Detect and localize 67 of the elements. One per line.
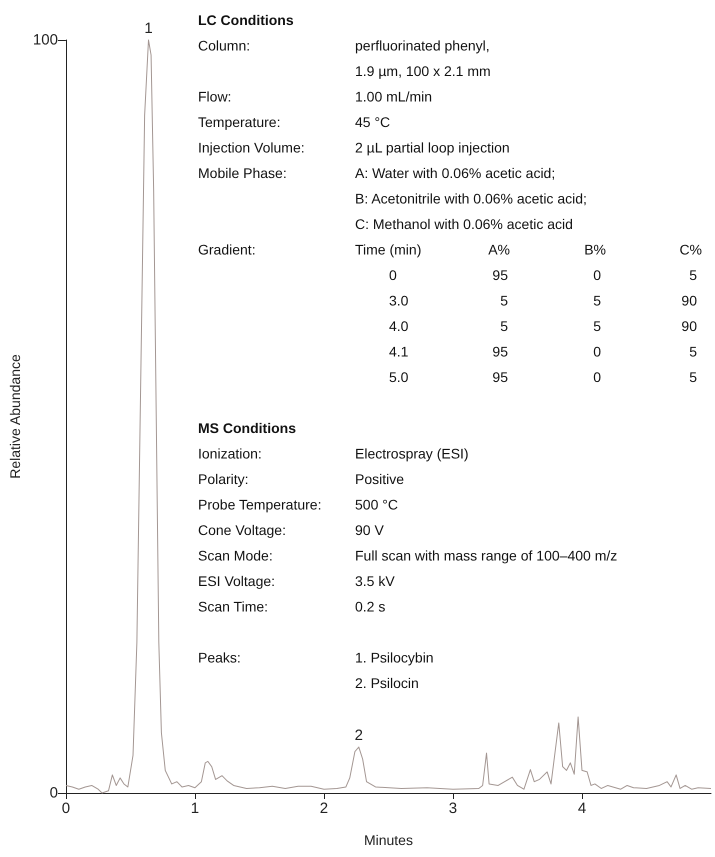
annotation: 2 xyxy=(354,727,363,744)
y-tick-label: 100 xyxy=(32,32,58,48)
annotation: 0 xyxy=(593,369,602,385)
annotation: Injection Volume: xyxy=(198,140,305,156)
x-tick-label: 0 xyxy=(62,800,70,817)
annotation: B: Acetonitrile with 0.06% acetic acid; xyxy=(355,190,587,206)
annotation: 3.5 kV xyxy=(355,573,396,589)
annotation: C% xyxy=(679,242,702,258)
annotation: 4.0 xyxy=(389,318,409,334)
annotation: 2 µL partial loop injection xyxy=(355,140,510,156)
annotation: 90 xyxy=(681,292,698,308)
annotation: Cone Voltage: xyxy=(198,522,286,538)
annotation: 5 xyxy=(689,369,698,385)
annotation: Ionization: xyxy=(198,446,262,462)
annotation: Temperature: xyxy=(198,114,280,130)
annotation: 1 xyxy=(144,20,153,37)
annotation: Gradient: xyxy=(198,242,256,258)
annotation: 500 °C xyxy=(355,496,398,512)
annotation: 5.0 xyxy=(389,369,409,385)
annotation: 90 xyxy=(681,318,698,334)
annotation: 45 °C xyxy=(355,114,390,130)
y-axis-title: Relative Abundance xyxy=(7,354,23,479)
annotation: 0 xyxy=(593,267,602,283)
x-axis-title: Minutes xyxy=(364,832,413,848)
annotation: Positive xyxy=(355,471,404,487)
annotation: 1. Psilocybin xyxy=(355,650,434,666)
annotation: 0 xyxy=(389,267,397,283)
annotation: 5 xyxy=(689,344,698,360)
annotation: Full scan with mass range of 100–400 m/z xyxy=(355,548,618,564)
annotation: 95 xyxy=(492,369,508,385)
annotation: Peaks: xyxy=(198,650,241,666)
annotation: Probe Temperature: xyxy=(198,496,322,512)
annotation: 95 xyxy=(492,267,508,283)
annotation: B% xyxy=(584,242,606,258)
annotation: 3.0 xyxy=(389,292,409,308)
annotation: 0 xyxy=(593,344,602,360)
annotation: MS Conditions xyxy=(198,420,296,436)
annotation: 1.00 mL/min xyxy=(355,88,432,104)
text: LC Conditions xyxy=(198,12,294,28)
annotation: 0.2 s xyxy=(355,598,386,614)
annotation: ESI Voltage: xyxy=(198,573,276,589)
annotation: 2. Psilocin xyxy=(355,675,419,691)
annotation: 4.1 xyxy=(389,344,409,360)
annotation: Column: xyxy=(198,38,250,54)
annotation: perfluorinated phenyl, xyxy=(355,38,490,54)
x-tick-label: 4 xyxy=(578,800,586,817)
annotation: C: Methanol with 0.06% acetic acid xyxy=(355,216,573,232)
annotation: 5 xyxy=(500,292,508,308)
annotation: 5 xyxy=(593,318,602,334)
annotation: 90 V xyxy=(355,522,384,538)
annotation: Flow: xyxy=(198,88,232,104)
annotation: Scan Mode: xyxy=(198,548,273,564)
annotation: Time (min) xyxy=(355,242,422,258)
annotation: 5 xyxy=(689,267,698,283)
annotation: Mobile Phase: xyxy=(198,165,287,181)
annotation: 1.9 µm, 100 x 2.1 mm xyxy=(355,63,491,79)
annotation: 5 xyxy=(500,318,508,334)
annotation: A: Water with 0.06% acetic acid; xyxy=(355,165,556,181)
x-tick-label: 3 xyxy=(448,800,458,817)
x-tick-label: 1 xyxy=(190,800,200,817)
annotation: Polarity: xyxy=(198,471,249,487)
annotation: Electrospray (ESI) xyxy=(355,446,469,462)
annotation: 95 xyxy=(492,344,508,360)
annotation: Scan Time: xyxy=(198,598,268,614)
annotation: 5 xyxy=(593,292,602,308)
x-tick-label: 2 xyxy=(320,800,328,817)
annotation: A% xyxy=(488,242,510,258)
